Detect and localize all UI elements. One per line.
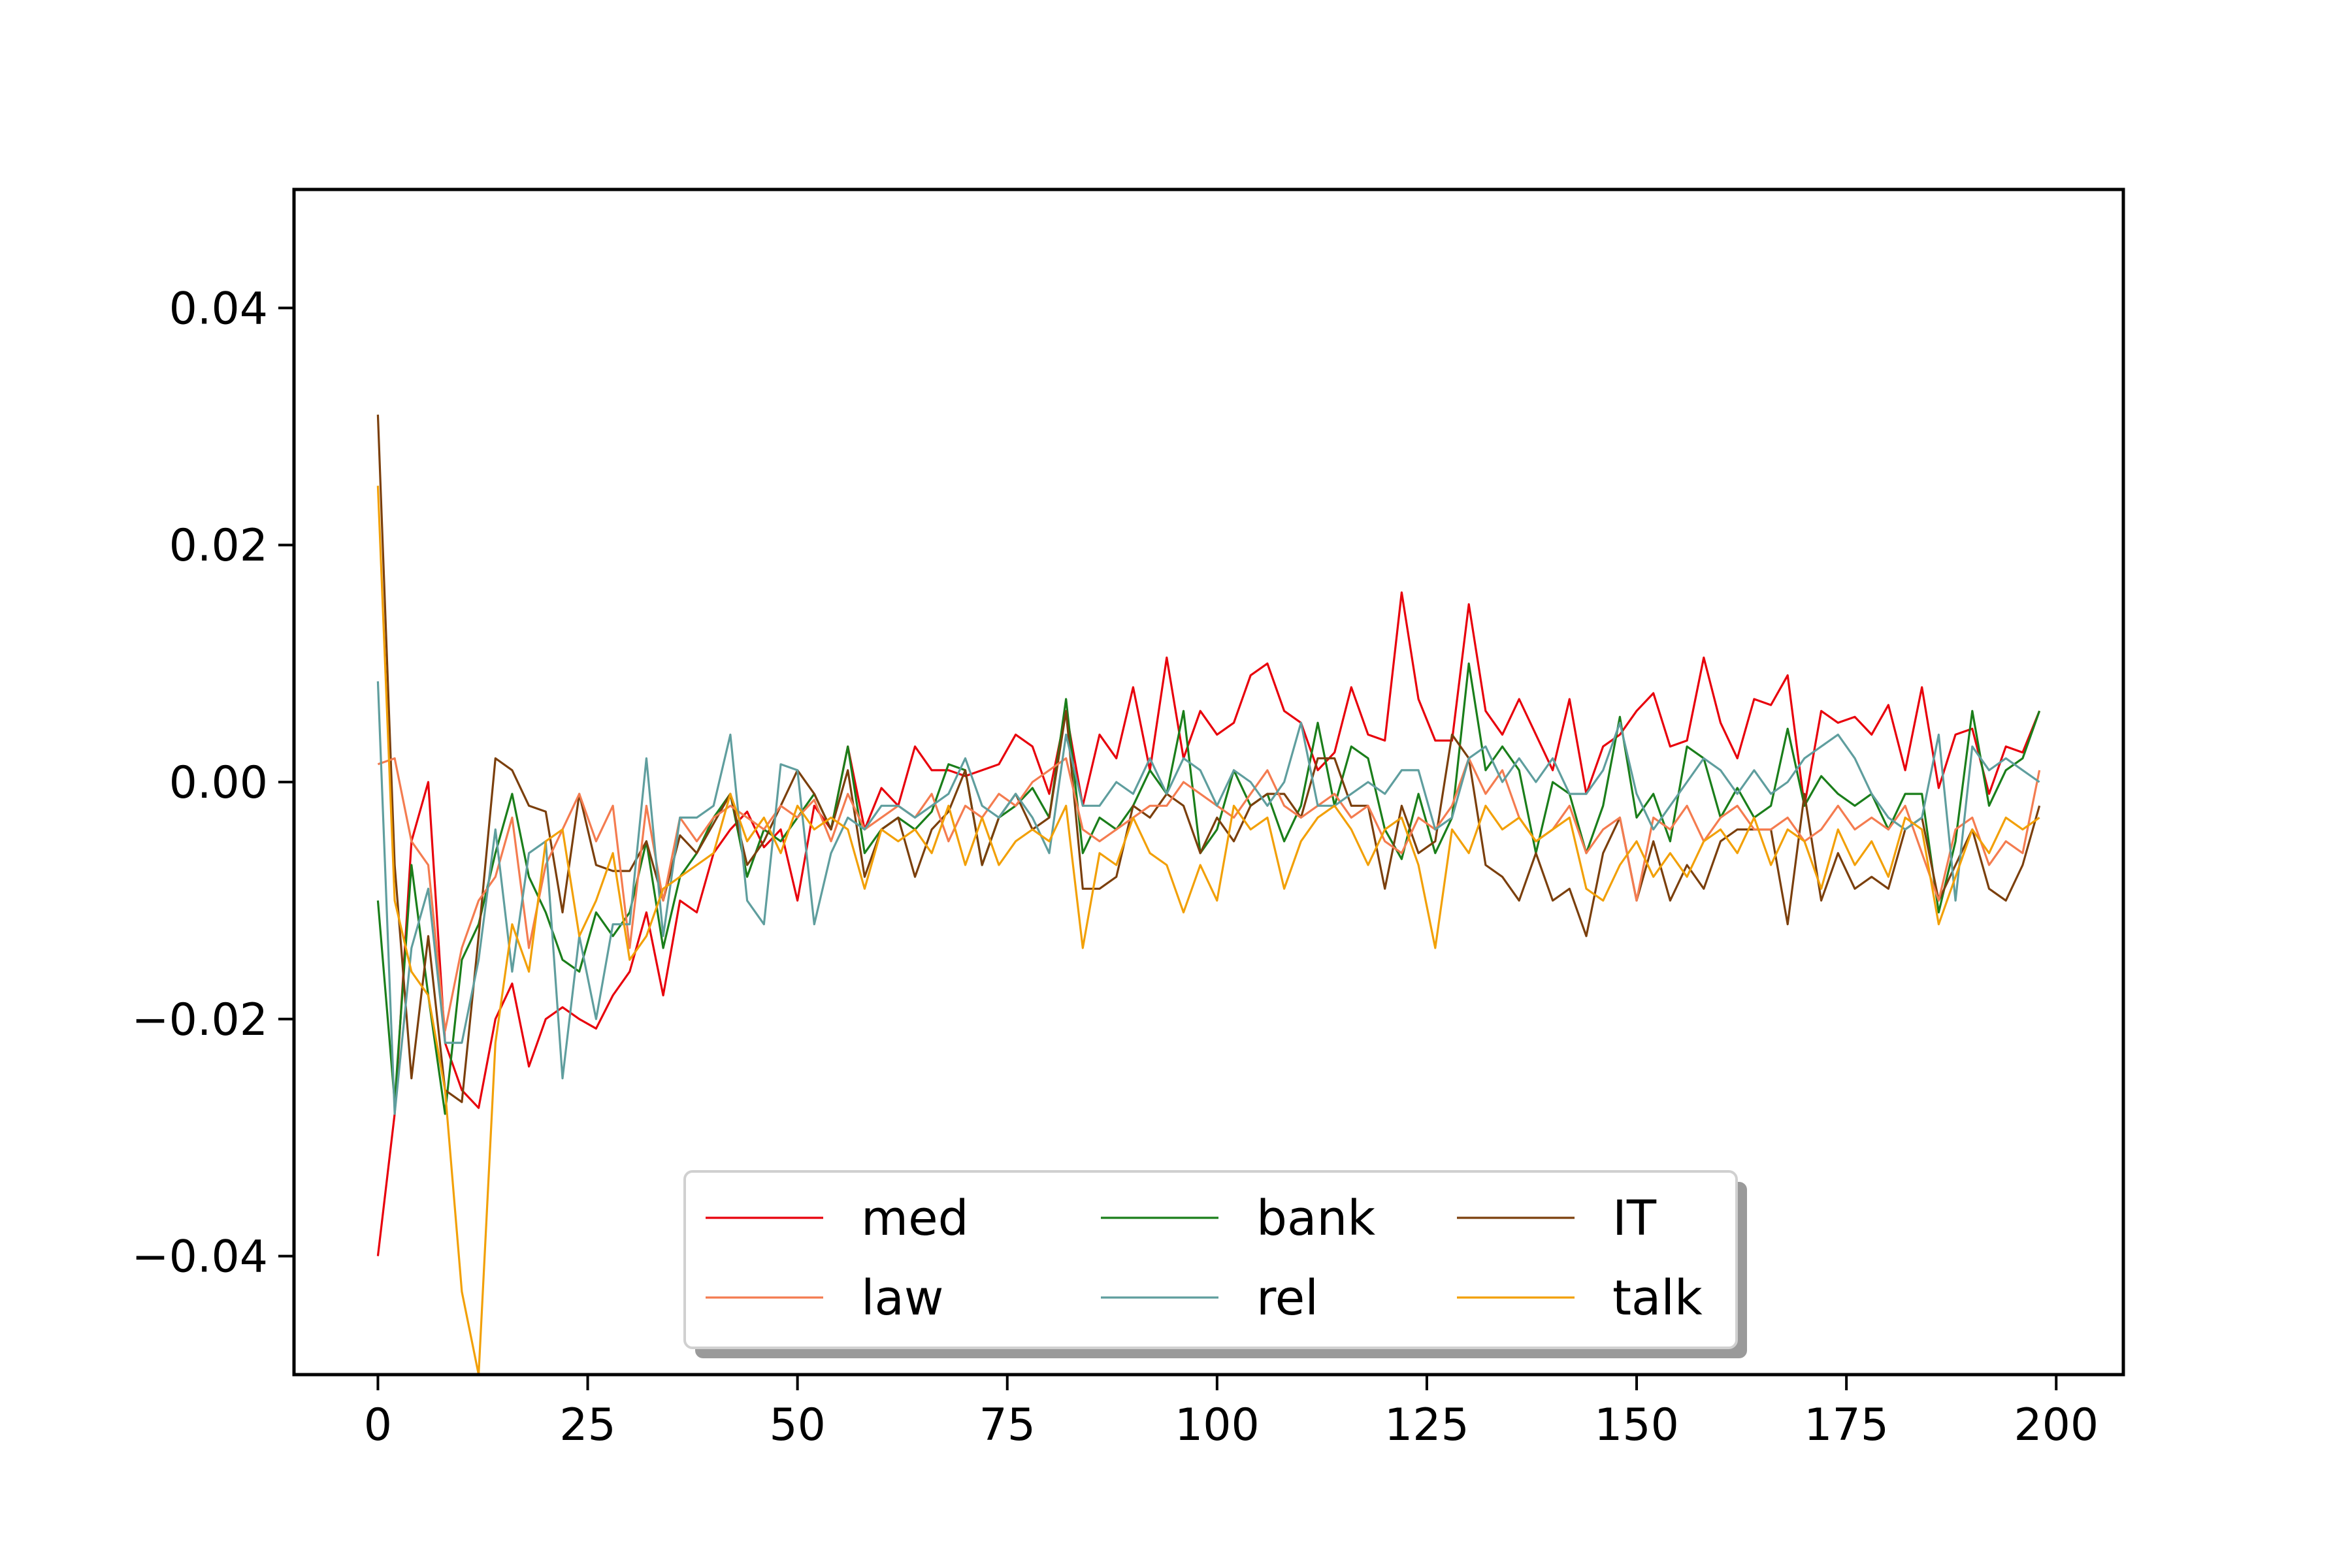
y-tick-label: −0.02 bbox=[132, 994, 268, 1046]
legend-label-talk: talk bbox=[1612, 1270, 1703, 1326]
x-axis: 0 25 50 75 100 125 150 175 200 bbox=[364, 1375, 2099, 1451]
legend-label-rel: rel bbox=[1256, 1270, 1318, 1326]
x-tick-label: 50 bbox=[769, 1399, 826, 1451]
x-tick-label: 0 bbox=[364, 1399, 392, 1451]
series-layer bbox=[376, 414, 2041, 1375]
y-tick-label: 0.00 bbox=[169, 757, 268, 809]
legend-label-it: IT bbox=[1612, 1190, 1657, 1247]
y-tick-label: 0.04 bbox=[169, 283, 268, 335]
legend: med bank IT law rel talk bbox=[683, 1170, 1747, 1358]
x-tick-label: 200 bbox=[2014, 1399, 2099, 1451]
legend-label-law: law bbox=[861, 1270, 943, 1326]
series-line-med bbox=[376, 591, 2041, 1256]
series-line-rel bbox=[376, 681, 2040, 1115]
x-tick-label: 175 bbox=[1804, 1399, 1889, 1451]
legend-label-med: med bbox=[861, 1190, 969, 1247]
series-line-talk bbox=[376, 485, 2040, 1375]
x-tick-label: 125 bbox=[1384, 1399, 1469, 1451]
y-tick-label: 0.02 bbox=[169, 520, 268, 572]
x-tick-label: 75 bbox=[979, 1399, 1036, 1451]
x-tick-label: 25 bbox=[559, 1399, 616, 1451]
x-tick-label: 150 bbox=[1594, 1399, 1679, 1451]
series-line-bank bbox=[376, 662, 2041, 1115]
y-tick-label: −0.04 bbox=[132, 1232, 268, 1283]
x-tick-label: 100 bbox=[1175, 1399, 1260, 1451]
legend-label-bank: bank bbox=[1256, 1190, 1375, 1247]
y-axis: −0.04 −0.02 0.00 0.02 0.04 bbox=[132, 283, 294, 1283]
legend-box bbox=[683, 1170, 1738, 1349]
